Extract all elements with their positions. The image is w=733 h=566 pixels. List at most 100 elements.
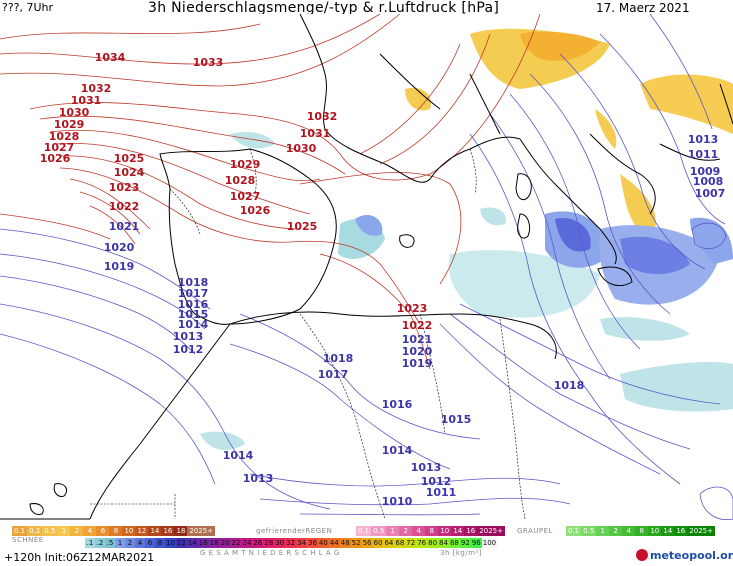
freezing-rain-swatch-9: 2025+: [477, 526, 505, 536]
total-precip-swatch-20: 34: [296, 538, 307, 548]
unit-label: 3h [kg/m²]: [440, 549, 483, 557]
isobar-label-low-1017-4: 1017: [178, 287, 209, 300]
snow-swatch-10: 14: [148, 526, 162, 536]
freezing-rain-swatch-0: 0.1: [356, 526, 372, 536]
isobars-blue: [0, 14, 733, 520]
total-precip-swatch-28: 64: [383, 538, 395, 548]
isobar-label-high-1034-0: 1034: [95, 51, 126, 64]
total-precip-swatch-16: 26: [252, 538, 264, 548]
islands: [29, 173, 633, 515]
isobar-label-low-1020-1: 1020: [104, 241, 135, 254]
total-precip-swatch-22: 40: [317, 538, 329, 548]
freezing-rain-swatch-2: 1: [386, 526, 400, 536]
total-precip-swatch-26: 56: [361, 538, 373, 548]
isobar-label-low-1013-25: 1013: [688, 133, 719, 146]
snow-swatch-11: 16: [161, 526, 175, 536]
total-precip-swatch-12: 18: [208, 538, 220, 548]
total-precip-swatch-7: 8: [155, 538, 165, 548]
isobar-label-high-1032-13: 1032: [307, 110, 338, 123]
isobar-label-high-1025-20: 1025: [287, 220, 318, 233]
total-precip-swatch-37: 100: [481, 538, 498, 548]
snow-scale-row: 0.1 0.2 0.5 1 2 4 6 8 10 12 14 16 18 2025+: [12, 526, 216, 536]
total-precip-swatch-25: 52: [350, 538, 362, 548]
total-precip-swatch-5: 4: [135, 538, 145, 548]
total-precip-swatch-18: 30: [274, 538, 286, 548]
isobar-label-low-1008-28: 1008: [693, 175, 724, 188]
isobar-label-low-1012-21: 1012: [421, 475, 452, 488]
isobar-label-low-1018-24: 1018: [554, 379, 585, 392]
valid-time-label: ???, 7Uhr: [2, 1, 54, 14]
isobar-label-low-1015-6: 1015: [178, 308, 209, 321]
precipitation-layer: [200, 28, 733, 450]
total-precip-swatch-33: 84: [438, 538, 449, 548]
total-precip-swatch-3: 1: [115, 538, 125, 548]
total-precip-swatch-21: 36: [306, 538, 318, 548]
snow-swatch-4: 2: [70, 526, 84, 536]
isobar-label-low-1017-14: 1017: [318, 368, 349, 381]
snow-swatch-7: 8: [109, 526, 123, 536]
snow-swatch-8: 10: [122, 526, 136, 536]
isobar-label-high-1031-3: 1031: [71, 94, 102, 107]
graupel-swatch-4: 4: [622, 526, 636, 536]
total-precip-swatch-32: 80: [427, 538, 439, 548]
freezing-rain-swatch-1: 0.5: [371, 526, 387, 536]
total-precip-swatch-19: 32: [285, 538, 297, 548]
graupel-swatch-8: 16: [674, 526, 688, 536]
graupel-scale-row: 0.1 0.5 1 2 4 8 10 14 16 2025+: [566, 526, 715, 536]
map-title: 3h Niederschlagsmenge/-typ & r.Luftdruck…: [148, 0, 500, 16]
isobar-label-low-1013-8: 1013: [173, 330, 204, 343]
isobar-label-low-1007-29: 1007: [695, 187, 726, 200]
freezing-rain-label: gefrierenderREGEN: [256, 527, 333, 535]
graupel-swatch-5: 8: [635, 526, 649, 536]
isobar-label-high-1031-14: 1031: [300, 127, 331, 140]
model-run-label: +120h Init:06Z12MAR2021: [4, 551, 155, 564]
total-precip-swatch-8: 10: [165, 538, 176, 548]
total-precip-swatch-30: 72: [405, 538, 417, 548]
total-precip-swatch-23: 44: [328, 538, 340, 548]
snow-swatch-3: 1: [57, 526, 71, 536]
isobar-label-low-1016-5: 1016: [178, 298, 209, 311]
total-precip-swatch-15: 24: [241, 538, 253, 548]
freezing-rain-scale-row: 0.1 0.5 1 2 4 8 10 14 16 2025+: [356, 526, 505, 536]
isobar-label-high-1027-18: 1027: [230, 190, 261, 203]
total-precip-swatch-14: 22: [230, 538, 242, 548]
freezing-rain-swatch-7: 14: [451, 526, 465, 536]
isobar-label-low-1020-11: 1020: [402, 345, 433, 358]
total-precip-swatch-36: 96: [470, 538, 482, 548]
isobar-label-high-1023-21: 1023: [397, 302, 428, 315]
snow-swatch-13: 2025+: [187, 526, 216, 536]
total-precip-scale-row: .1.2.5 1 2 4 6 8 10 12 14 16 18 20 22 24 26 28 30 32 34 36 4…: [85, 538, 498, 548]
total-precip-swatch-35: 92: [459, 538, 471, 548]
snow-swatch-6: 6: [96, 526, 110, 536]
total-precip-swatch-13: 20: [219, 538, 231, 548]
isobar-label-low-1021-0: 1021: [109, 220, 140, 233]
snow-swatch-9: 12: [135, 526, 149, 536]
isobar-label-high-1030-15: 1030: [286, 142, 317, 155]
isobar-label-high-1033-1: 1033: [193, 56, 224, 69]
graupel-swatch-7: 14: [661, 526, 675, 536]
total-precip-swatch-27: 60: [372, 538, 384, 548]
freezing-rain-swatch-3: 2: [399, 526, 413, 536]
isobar-label-low-1014-7: 1014: [178, 318, 209, 331]
isobar-label-high-1029-16: 1029: [230, 158, 261, 171]
snow-swatch-5: 4: [83, 526, 97, 536]
isobar-label-high-1026-8: 1026: [40, 152, 71, 165]
forecast-date: 17. Maerz 2021: [596, 1, 690, 15]
freezing-rain-swatch-8: 16: [464, 526, 478, 536]
isobar-label-low-1014-18: 1014: [382, 444, 413, 457]
isobar-label-low-1012-9: 1012: [173, 343, 204, 356]
total-precip-swatch-6: 6: [145, 538, 155, 548]
graupel-swatch-0: 0.1: [566, 526, 582, 536]
isobar-label-high-1028-17: 1028: [225, 174, 256, 187]
isobar-label-low-1016-15: 1016: [382, 398, 413, 411]
freezing-rain-swatch-5: 8: [425, 526, 439, 536]
brand-logo: meteopool.org: [636, 549, 733, 562]
isobar-label-low-1019-2: 1019: [104, 260, 135, 273]
freezing-rain-swatch-4: 4: [412, 526, 426, 536]
isobar-label-high-1024-10: 1024: [114, 166, 145, 179]
isobar-label-low-1019-12: 1019: [402, 357, 433, 370]
total-precip-label: G E S A M T N I E D E R S C H L A G: [200, 549, 340, 557]
isobar-label-high-1032-2: 1032: [81, 82, 112, 95]
